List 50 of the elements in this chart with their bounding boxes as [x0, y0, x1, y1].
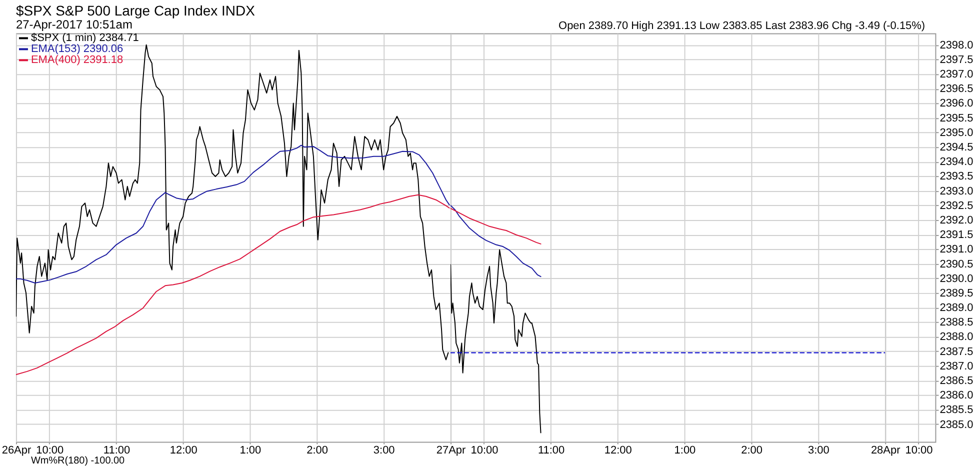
y-tick-label: 2386.5 — [940, 374, 974, 387]
x-tick-label: 12:00 — [170, 444, 198, 456]
y-tick-label: 2395.5 — [940, 112, 974, 124]
y-tick-label: 2385.5 — [940, 404, 974, 416]
x-tick-label: 12:00 — [604, 444, 632, 456]
y-tick-label: 2397.0 — [940, 68, 974, 81]
y-tick-label: 2397.5 — [940, 54, 974, 66]
y-tick-label: 2395.0 — [940, 126, 974, 139]
x-tick-label: 28Apr — [870, 444, 901, 456]
x-tick-label: 11:00 — [538, 444, 565, 456]
x-tick-label: 3:00 — [808, 444, 830, 456]
legend-label: EMA(400) 2391.18 — [30, 54, 124, 66]
x-tick-label: 2:00 — [306, 444, 328, 456]
y-tick-label: 2394.0 — [940, 156, 974, 168]
y-tick-label: 2391.5 — [940, 229, 974, 242]
x-tick-label: 10:00 — [905, 444, 933, 456]
y-tick-label: 2387.0 — [940, 360, 974, 372]
x-tick-label: 10:00 — [470, 444, 498, 456]
y-tick-label: 2389.5 — [940, 287, 974, 300]
x-tick-label: 27Apr — [436, 444, 466, 456]
y-tick-label: 2388.0 — [940, 331, 974, 344]
x-tick-label: 3:00 — [373, 444, 395, 456]
legend-label: EMA(153) 2390.06 — [30, 43, 124, 56]
legend-label: $SPX (1 min) 2384.71 — [30, 32, 139, 44]
x-tick-label: 1:00 — [674, 444, 696, 456]
y-tick-label: 2396.0 — [940, 98, 974, 110]
y-tick-label: 2390.0 — [940, 272, 974, 285]
x-tick-label: 1:00 — [240, 444, 262, 456]
text: Wm%R(180) -100.00 — [30, 455, 126, 466]
y-tick-label: 2392.0 — [940, 214, 974, 226]
y-tick-label: 2388.5 — [940, 316, 974, 329]
x-tick-label: 26Apr — [2, 444, 32, 456]
y-tick-label: 2394.5 — [940, 142, 974, 154]
y-tick-label: 2392.5 — [940, 200, 974, 212]
y-tick-label: 2398.0 — [940, 39, 974, 52]
text: Open 2389.70 High 2391.13 Low 2383.85 Last 2383.96 Chg -3.49 (-0.15%) — [558, 20, 926, 32]
y-tick-label: 2393.5 — [940, 170, 974, 183]
y-tick-label: 2393.0 — [940, 185, 974, 198]
y-tick-label: 2385.0 — [940, 418, 974, 431]
x-tick-label: 2:00 — [741, 444, 762, 456]
y-tick-label: 2387.5 — [940, 346, 974, 358]
y-tick-label: 2396.5 — [940, 83, 974, 96]
y-tick-label: 2390.5 — [940, 258, 974, 270]
x-tick-label: 10:00 — [36, 444, 64, 456]
chart-subtitle: 27-Apr-2017 10:51am — [16, 18, 132, 32]
y-tick-label: 2386.0 — [940, 390, 974, 402]
chart-title: $SPX S&P 500 Large Cap Index INDX — [16, 2, 256, 19]
x-tick-label: 11:00 — [103, 444, 130, 456]
y-tick-label: 2389.0 — [940, 302, 974, 314]
y-tick-label: 2391.0 — [940, 244, 974, 256]
